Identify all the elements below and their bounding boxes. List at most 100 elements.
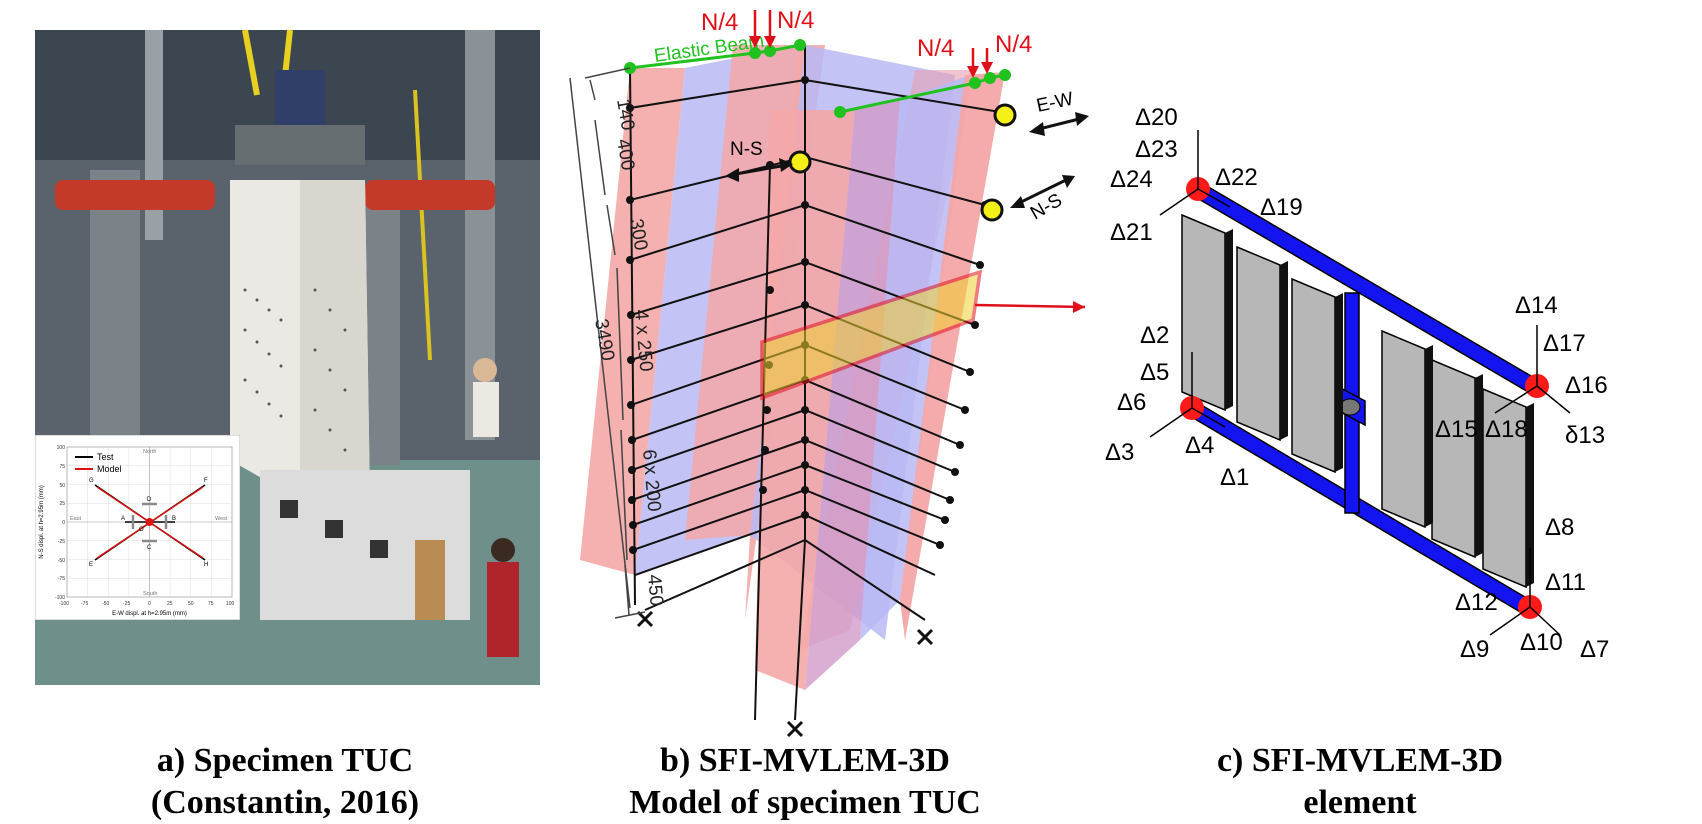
caption-a: a) Specimen TUC (Constantin, 2016)	[85, 740, 485, 824]
dof-12: Δ12	[1455, 589, 1498, 616]
dof-17: Δ17	[1543, 330, 1586, 357]
svg-text:50: 50	[188, 601, 194, 607]
svg-text:-100: -100	[55, 595, 65, 601]
model-panel: Elastic Beam N/4 N/4 N/4 N/4 N-S E-W	[555, 0, 1095, 750]
svg-text:100: 100	[226, 601, 235, 607]
ew-direction-label: E-W	[1035, 89, 1076, 117]
svg-text:-50: -50	[102, 601, 109, 607]
svg-text:25: 25	[59, 501, 65, 507]
anchor-hole	[280, 500, 298, 518]
person-body-2	[487, 562, 519, 657]
wooden-post	[415, 540, 445, 620]
red-actuator-right	[365, 180, 495, 210]
inset-x-ticks: -100 -75 -50 -25 0 25 50 75 100	[59, 601, 235, 607]
dof-4: Δ4	[1185, 432, 1214, 459]
inset-gray-markers	[131, 502, 168, 543]
svg-text:25: 25	[167, 601, 173, 607]
inset-displacement-plot: Test Model North South East West A B C D…	[35, 435, 240, 620]
ns-arrow-line	[729, 163, 788, 177]
ew-arrow-head-right	[1075, 112, 1089, 126]
load-arrows	[749, 10, 993, 78]
ew-arrow-head-left	[1029, 122, 1045, 136]
highlighted-element	[760, 269, 983, 401]
inset-y-ticks: 100 75 50 25 0 -25 -50 -75 -100	[55, 445, 65, 601]
inset-west-label: West	[215, 516, 228, 522]
caption-b-line2: Model of specimen TUC	[629, 784, 981, 821]
caption-a-line1: a) Specimen TUC	[156, 742, 414, 779]
inset-point-d: D	[147, 497, 152, 503]
svg-text:100: 100	[57, 445, 66, 451]
person-head-2	[491, 538, 515, 562]
person-head	[473, 358, 497, 382]
dof-7: Δ7	[1580, 636, 1609, 663]
inset-north-label: North	[143, 449, 156, 455]
inset-point-a: A	[121, 516, 125, 522]
inset-point-f: F	[204, 478, 208, 484]
svg-text:-50: -50	[58, 558, 65, 564]
ns-arrow-head-right	[779, 158, 793, 172]
caption-b: b) SFI-MVLEM-3D Model of specimen TUC	[590, 740, 1020, 824]
anchor-hole	[370, 540, 388, 558]
inset-origin-point	[145, 518, 154, 526]
inset-east-label: East	[70, 516, 81, 522]
dof-6: Δ6	[1117, 389, 1146, 416]
dof-10: Δ10	[1520, 629, 1563, 656]
fixed-supports	[636, 610, 934, 738]
ns-arrow-head-left	[725, 168, 739, 182]
inset-ylabel: N-S displ. at h=2.95m (mm)	[39, 485, 45, 559]
inset-background	[35, 435, 240, 620]
caption-a-line2: (Constantin, 2016)	[150, 784, 420, 821]
dim-450: 450	[643, 574, 667, 607]
red-actuator-left	[55, 180, 215, 210]
dof-arrows	[1149, 130, 1571, 636]
sensor-grid	[243, 288, 347, 452]
load-label-2: N/4	[777, 7, 814, 34]
elastic-beam-right	[839, 73, 1006, 114]
dim-140: 140	[612, 97, 638, 132]
anchor-hole	[325, 520, 343, 538]
svg-text:0: 0	[62, 520, 65, 526]
caption-b-line1: b) SFI-MVLEM-3D	[660, 742, 950, 779]
crane-strap	[242, 29, 260, 96]
detail-pointer-arrowhead	[1073, 301, 1085, 313]
load-label-4: N/4	[995, 31, 1032, 58]
elastic-beam-nodes	[624, 39, 1011, 118]
dof-19: Δ19	[1260, 194, 1303, 221]
caption-c-line1: c) SFI-MVLEM-3D	[1216, 742, 1504, 779]
load-label-1: N/4	[701, 9, 738, 36]
dof-8: Δ8	[1545, 514, 1574, 541]
yellow-cable	[413, 89, 432, 361]
dof-9: Δ9	[1460, 636, 1489, 663]
ns-arrow-2-line	[1014, 176, 1071, 207]
svg-text:0: 0	[148, 601, 151, 607]
dim-400: 400	[612, 137, 638, 172]
legend-test-label: Test	[97, 452, 114, 462]
dof-22: Δ22	[1215, 164, 1258, 191]
dof-21: Δ21	[1110, 219, 1153, 246]
person-body	[473, 382, 499, 437]
inset-point-b: B	[172, 516, 176, 522]
inset-point-e: E	[89, 562, 93, 568]
dof-20: Δ20	[1135, 104, 1178, 131]
dof-15: Δ15	[1435, 416, 1478, 443]
inset-point-h: H	[204, 562, 208, 568]
ns-arrow-2-head-left	[1010, 196, 1025, 208]
loading-beam	[235, 125, 365, 165]
svg-text:-25: -25	[58, 539, 65, 545]
wall-specimen-side	[300, 180, 370, 500]
svg-text:-25: -25	[123, 601, 130, 607]
svg-text:75: 75	[208, 601, 214, 607]
svg-text:-75: -75	[81, 601, 88, 607]
control-nodes	[788, 103, 1017, 222]
svg-text:-75: -75	[58, 576, 65, 582]
ns-direction-label: N-S	[730, 139, 763, 160]
dimension-lines	[569, 67, 646, 619]
caption-c-line2: element	[1303, 784, 1417, 821]
svg-text:-100: -100	[59, 601, 69, 607]
inset-xlabel: E-W displ. at h=2.95m (mm)	[112, 611, 187, 617]
actuator-head	[275, 70, 325, 125]
dof-14: Δ14	[1515, 292, 1558, 319]
detail-pointer-arrow	[974, 303, 1086, 309]
dof-1: Δ1	[1220, 464, 1249, 491]
dof-23: Δ23	[1135, 136, 1178, 163]
